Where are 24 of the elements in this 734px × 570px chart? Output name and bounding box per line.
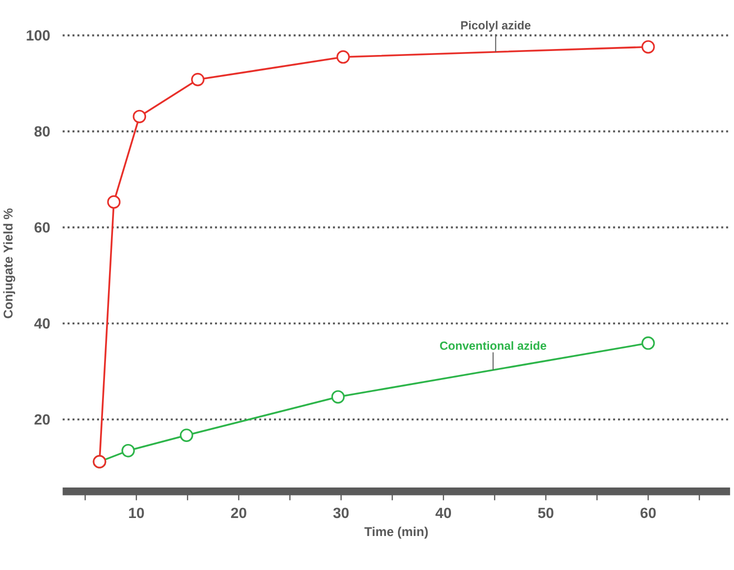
series-label: Picolyl azide [461, 20, 531, 32]
series-label: Conventional azide [440, 341, 546, 350]
x-tick-label: 20 [231, 508, 246, 518]
point [191, 72, 204, 86]
y-tick-label: 40 [34, 318, 50, 329]
point [107, 195, 121, 209]
y-tick-label: 80 [34, 126, 50, 137]
x-tick-label: 50 [538, 508, 554, 518]
y-tick-label: 20 [34, 414, 50, 425]
x-tick-label: 60 [640, 508, 656, 518]
x-axis-title: Time (min) [364, 526, 428, 539]
y-tick-label: 100 [26, 30, 50, 41]
x-tick-label: 10 [129, 508, 144, 518]
point [331, 390, 345, 404]
point [132, 110, 146, 124]
point [180, 428, 194, 442]
point [121, 444, 135, 458]
point [336, 50, 350, 64]
point [641, 40, 655, 54]
x-tick-label: 40 [436, 508, 452, 518]
point [641, 336, 655, 350]
x-tick-label: 30 [333, 508, 349, 518]
y-axis-title: Conjugate Yield % [3, 208, 16, 318]
y-tick-label: 60 [34, 222, 50, 233]
